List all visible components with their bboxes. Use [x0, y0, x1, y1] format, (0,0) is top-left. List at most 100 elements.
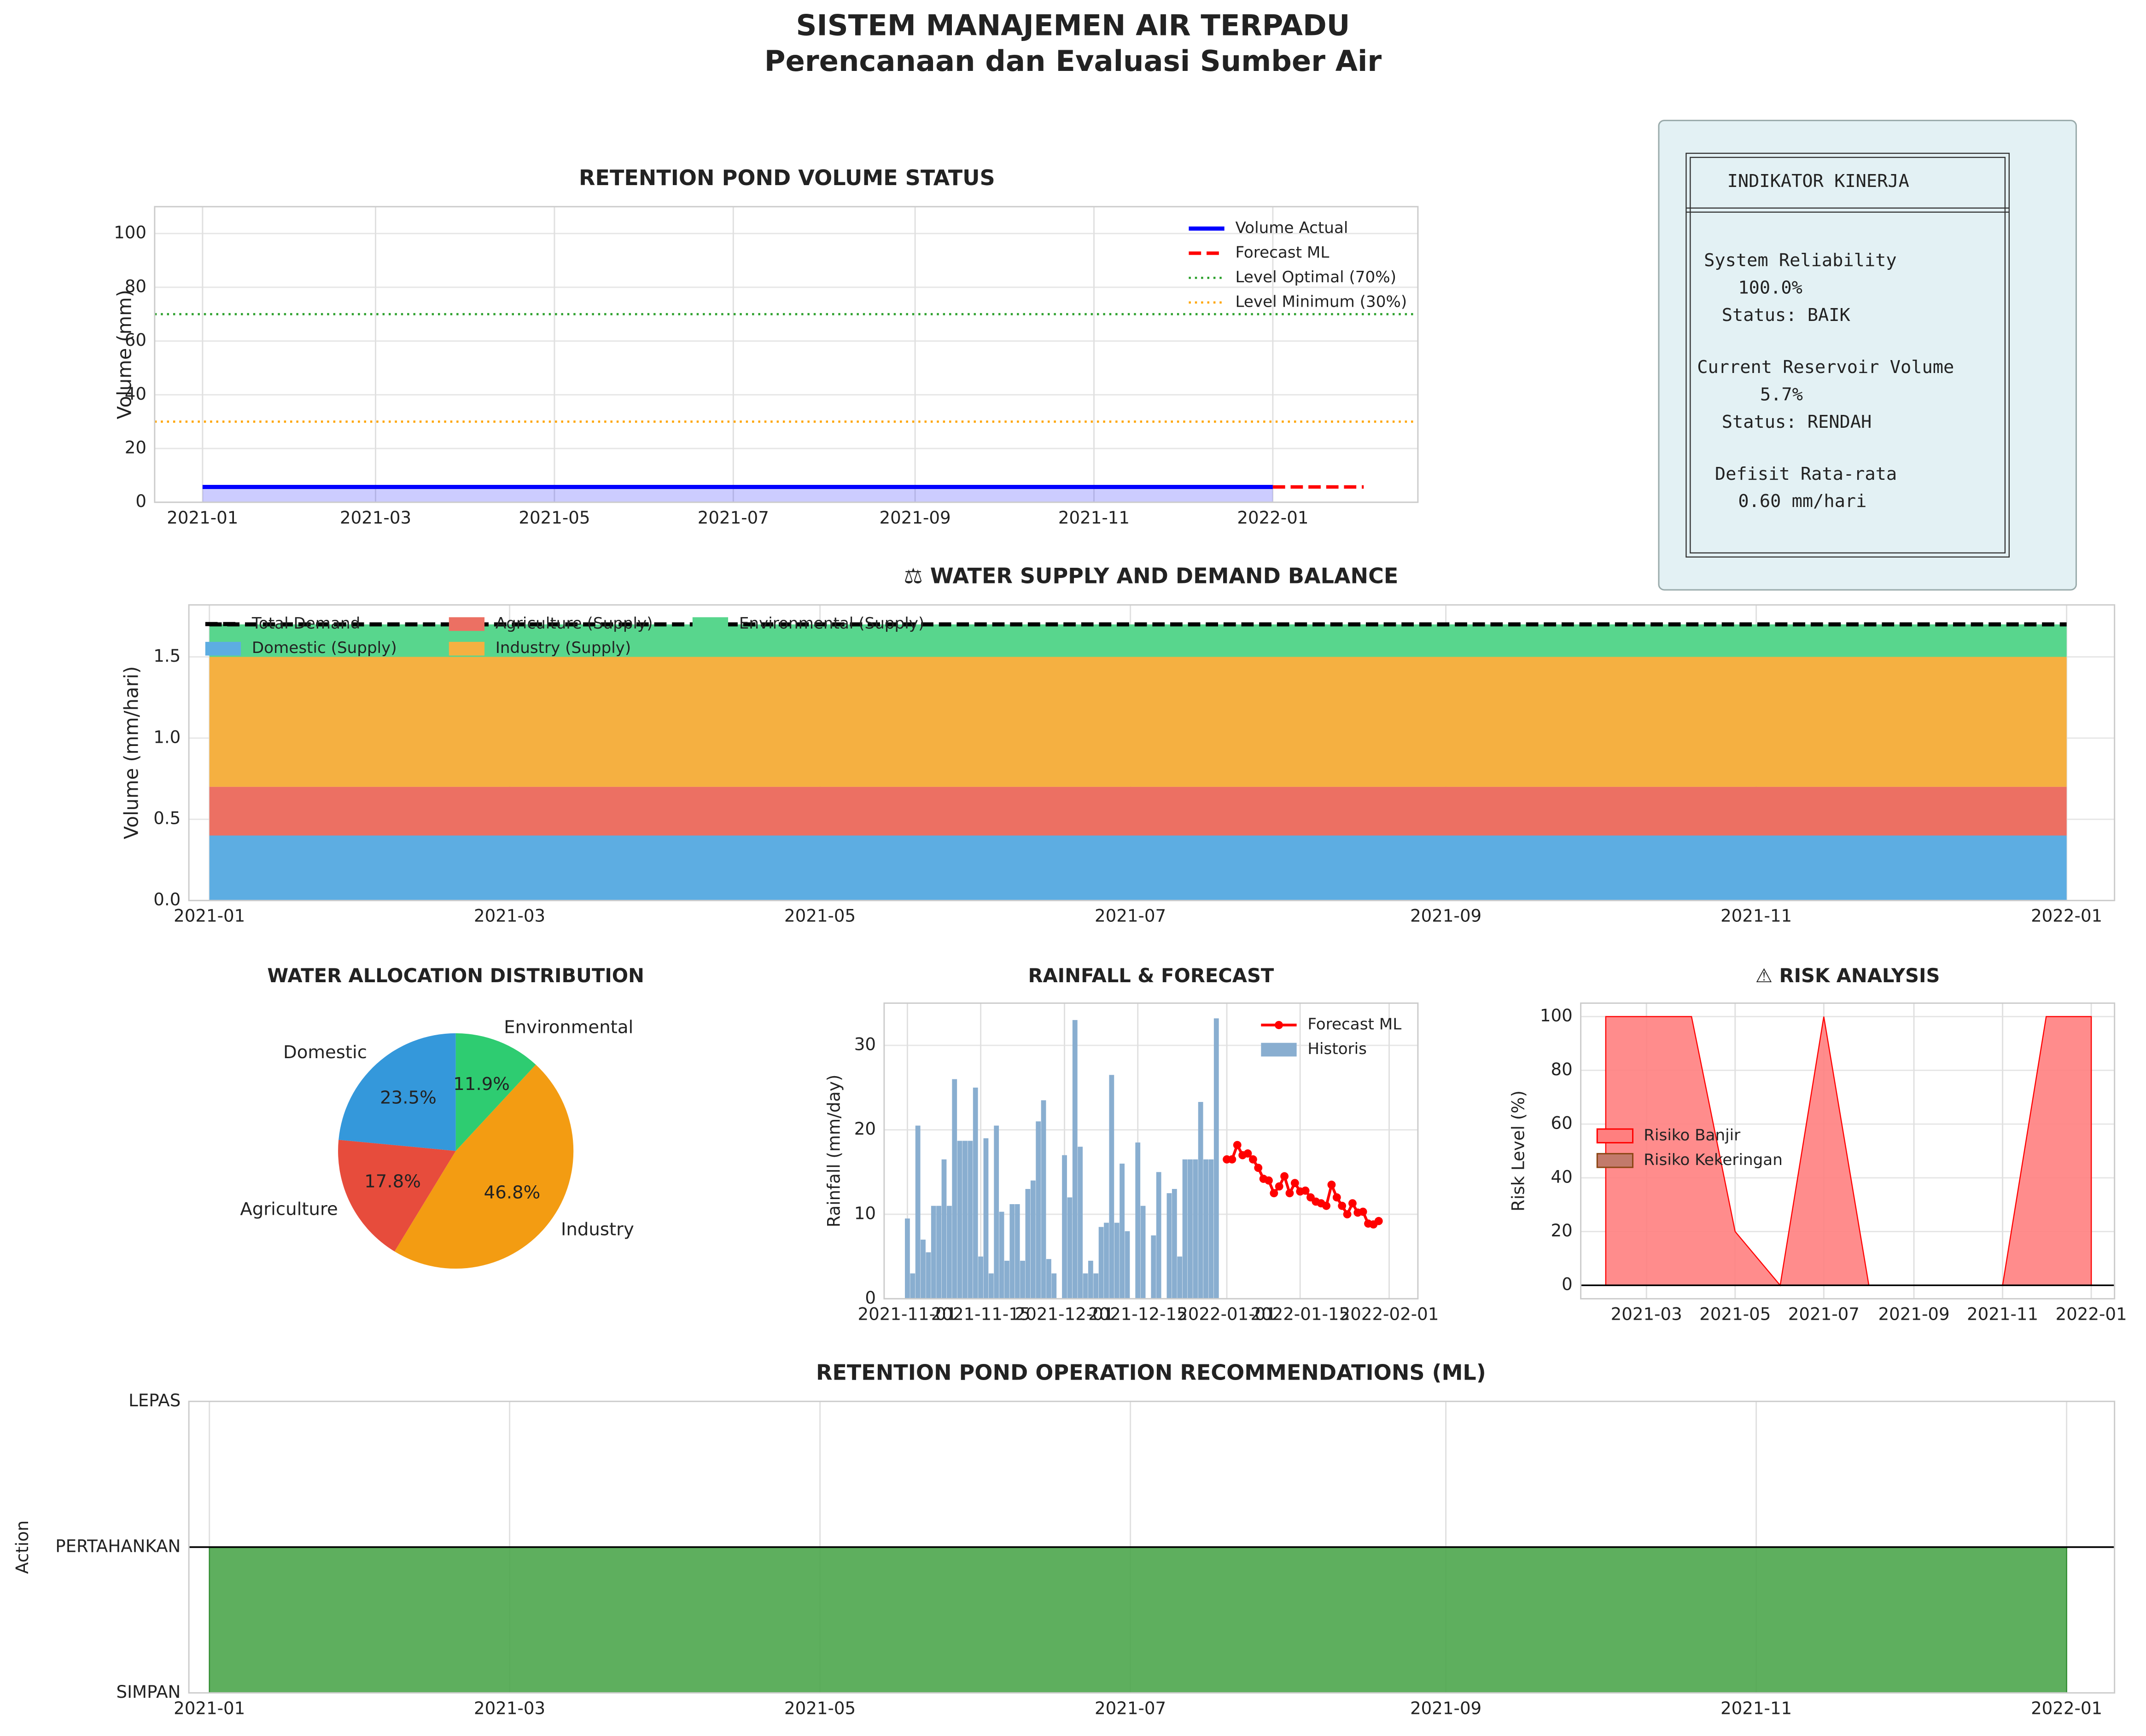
pie-value-label: 17.8%	[364, 1171, 421, 1192]
marker	[1254, 1164, 1263, 1172]
pie-category-label: Environmental	[504, 1017, 633, 1037]
x-tick-label: 2021-11	[1967, 1305, 2038, 1324]
legend-swatch	[1596, 1128, 1634, 1144]
marker	[1343, 1210, 1352, 1218]
legend-label: Risiko Kekeringan	[1644, 1151, 1783, 1169]
plot-frame	[188, 604, 2116, 902]
indicator-label: Defisit Rata-rata	[1715, 464, 1897, 484]
y-axis-label: Volume (mm/hari)	[120, 666, 142, 839]
y-tick-label: 60	[1551, 1113, 1573, 1133]
indicator-panel: INDIKATOR KINERJA System Reliability 100…	[1658, 120, 2077, 591]
legend-label: Volume Actual	[1235, 219, 1348, 237]
x-tick-label: 2021-11-01	[858, 1305, 957, 1324]
panel-border	[1685, 152, 2010, 558]
marker	[1322, 1201, 1330, 1210]
marker	[1290, 1179, 1299, 1188]
y-axis-label: Action	[12, 1520, 32, 1574]
legend-label: Domestic (Supply)	[252, 639, 397, 657]
bar	[1036, 1121, 1041, 1299]
bar	[1009, 1204, 1015, 1299]
x-tick-label: 2021-12-01	[1015, 1305, 1114, 1324]
legend-label: Level Optimal (70%)	[1235, 268, 1396, 286]
x-tick-label: 2021-09	[1410, 1698, 1481, 1718]
bar	[952, 1079, 957, 1299]
indicator-value: 100.0%	[1738, 278, 1802, 298]
indicator-status: Status: BAIK	[1722, 305, 1851, 326]
chart-title: RAINFALL & FORECAST	[1028, 964, 1274, 987]
y-tick-label: SIMPAN	[117, 1682, 181, 1702]
bar	[1156, 1172, 1161, 1299]
page-subtitle: Perencanaan dan Evaluasi Sumber Air	[764, 44, 1382, 78]
x-tick-label: 2022-01-15	[1250, 1305, 1350, 1324]
bar	[968, 1141, 973, 1299]
x-tick-label: 2022-01	[1237, 508, 1308, 528]
legend-label: Total Demand	[251, 614, 360, 633]
bar	[973, 1087, 978, 1299]
series-layer	[904, 1018, 1383, 1299]
legend-swatch	[692, 617, 729, 631]
marker	[1243, 1149, 1252, 1158]
x-tick-label: 2021-12-15	[1088, 1305, 1188, 1324]
legend-swatch	[1596, 1153, 1634, 1168]
bar	[931, 1206, 936, 1299]
area	[209, 786, 2067, 836]
x-tick-label: 2021-05	[784, 1698, 856, 1718]
bar	[1015, 1204, 1020, 1299]
bar	[926, 1252, 931, 1299]
bar	[1093, 1273, 1099, 1299]
panel-title: INDIKATOR KINERJA	[1727, 171, 1909, 192]
chart-title: ⚠ RISK ANALYSIS	[1755, 964, 1940, 987]
x-tick-label: 2021-11-15	[931, 1305, 1031, 1324]
bar	[1067, 1197, 1073, 1299]
bar	[1109, 1075, 1114, 1299]
marker	[1359, 1207, 1367, 1216]
legend-label: Industry (Supply)	[496, 639, 631, 657]
indicator-label: Current Reservoir Volume	[1697, 357, 1954, 378]
x-tick-label: 2021-01	[167, 508, 238, 528]
x-tick-label: 2021-07	[698, 508, 769, 528]
area	[209, 1546, 2067, 1693]
bar	[1025, 1188, 1031, 1299]
x-tick-label: 2021-01	[174, 1698, 245, 1718]
x-tick-label: 2022-02-01	[1340, 1305, 1439, 1324]
y-tick-label: 40	[125, 384, 146, 404]
y-tick-label: 0	[1562, 1275, 1573, 1294]
bar	[1177, 1256, 1183, 1299]
pie-slice	[338, 1033, 456, 1151]
bar	[1083, 1273, 1088, 1299]
y-tick-label: 10	[854, 1204, 876, 1223]
y-tick-label: 0	[135, 491, 146, 511]
y-axis-label: Volume (mm)	[113, 290, 135, 419]
legend-label: Risiko Banjir	[1644, 1126, 1741, 1144]
x-tick-label: 2021-03	[474, 1698, 545, 1718]
y-tick-label: PERTAHANKAN	[55, 1536, 181, 1556]
legend-swatch	[1261, 1043, 1297, 1057]
y-tick-label: 100	[114, 223, 146, 243]
marker	[1348, 1199, 1357, 1208]
x-tick-label: 2021-05	[784, 906, 856, 926]
y-tick-label: 0	[865, 1288, 876, 1308]
x-tick-label: 2021-09	[880, 508, 951, 528]
area	[209, 835, 2067, 901]
y-tick-label: 80	[125, 276, 146, 296]
marker	[1280, 1172, 1289, 1181]
chart-panel: 0 20 40 60 80 100 2021-03 2021-05 2021-07 2021-09…	[1508, 964, 2127, 1324]
series-layer	[209, 1546, 2067, 1693]
series-layer	[209, 622, 2067, 901]
bar	[1193, 1159, 1198, 1299]
bar	[1051, 1273, 1057, 1299]
bar	[1046, 1259, 1051, 1299]
y-tick-label: 80	[1551, 1060, 1573, 1079]
y-tick-label: 1.5	[153, 646, 181, 666]
bar	[1172, 1188, 1177, 1299]
bar	[1104, 1223, 1109, 1299]
page-title: SISTEM MANAJEMEN AIR TERPADU	[796, 9, 1350, 42]
marker	[1265, 1176, 1273, 1185]
bar	[1078, 1147, 1083, 1299]
bar	[1213, 1018, 1219, 1299]
legend-label: Level Minimum (30%)	[1235, 292, 1407, 311]
marker	[1228, 1155, 1236, 1164]
y-tick-label: 30	[854, 1035, 876, 1054]
bar	[1072, 1020, 1078, 1299]
